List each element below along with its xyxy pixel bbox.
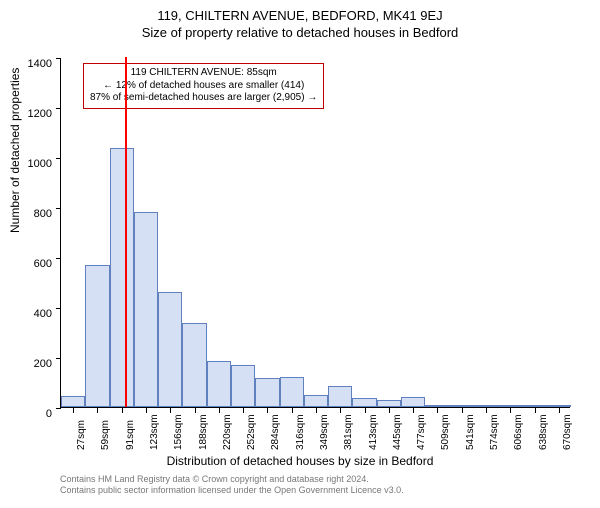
ytick-label: 0 bbox=[16, 408, 52, 420]
ytick-mark bbox=[56, 308, 61, 309]
histogram-bar bbox=[328, 386, 352, 407]
xtick-mark bbox=[389, 408, 390, 413]
histogram-bar bbox=[110, 148, 134, 407]
histogram-bar bbox=[377, 400, 401, 408]
xtick-mark bbox=[437, 408, 438, 413]
histogram-bar bbox=[522, 405, 546, 407]
chart-subtitle: Size of property relative to detached ho… bbox=[0, 25, 600, 40]
footer-attribution: Contains HM Land Registry data © Crown c… bbox=[60, 474, 404, 496]
ytick-label: 1000 bbox=[16, 158, 52, 170]
page-title: 119, CHILTERN AVENUE, BEDFORD, MK41 9EJ bbox=[0, 8, 600, 23]
ytick-label: 600 bbox=[16, 258, 52, 270]
reference-infobox: 119 CHILTERN AVENUE: 85sqm ← 12% of deta… bbox=[83, 63, 324, 109]
xtick-mark bbox=[316, 408, 317, 413]
histogram-bar bbox=[231, 365, 255, 408]
xtick-mark bbox=[462, 408, 463, 413]
ytick-mark bbox=[56, 258, 61, 259]
xtick-mark bbox=[73, 408, 74, 413]
xtick-mark bbox=[146, 408, 147, 413]
histogram-bar bbox=[85, 265, 109, 408]
ytick-label: 800 bbox=[16, 208, 52, 220]
ytick-mark bbox=[56, 58, 61, 59]
histogram-bar bbox=[474, 405, 498, 407]
histogram-bar bbox=[255, 378, 279, 407]
histogram-bar bbox=[182, 323, 206, 407]
histogram-bar bbox=[401, 397, 425, 407]
xtick-mark bbox=[510, 408, 511, 413]
ytick-mark bbox=[56, 358, 61, 359]
ytick-mark bbox=[56, 208, 61, 209]
xtick-mark bbox=[219, 408, 220, 413]
xtick-mark bbox=[292, 408, 293, 413]
histogram-bar bbox=[304, 395, 328, 408]
xtick-mark bbox=[195, 408, 196, 413]
xtick-mark bbox=[122, 408, 123, 413]
xtick-mark bbox=[413, 408, 414, 413]
ytick-label: 400 bbox=[16, 308, 52, 320]
xtick-mark bbox=[97, 408, 98, 413]
x-axis-label: Distribution of detached houses by size … bbox=[0, 454, 600, 468]
ytick-label: 200 bbox=[16, 358, 52, 370]
footer-line2: Contains public sector information licen… bbox=[60, 485, 404, 496]
reference-line bbox=[125, 57, 127, 407]
footer-line1: Contains HM Land Registry data © Crown c… bbox=[60, 474, 404, 485]
xtick-mark bbox=[535, 408, 536, 413]
histogram-bar bbox=[158, 292, 182, 407]
xtick-mark bbox=[170, 408, 171, 413]
chart-container: 119, CHILTERN AVENUE, BEDFORD, MK41 9EJ … bbox=[0, 8, 600, 508]
plot-area: 119 CHILTERN AVENUE: 85sqm ← 12% of deta… bbox=[60, 58, 570, 408]
histogram-bar bbox=[134, 212, 158, 407]
ytick-label: 1200 bbox=[16, 108, 52, 120]
histogram-bar bbox=[547, 405, 571, 407]
ytick-mark bbox=[56, 108, 61, 109]
histogram-bar bbox=[280, 377, 304, 407]
xtick-mark bbox=[559, 408, 560, 413]
histogram-bar bbox=[352, 398, 376, 407]
histogram-bar bbox=[425, 405, 449, 407]
histogram-bar bbox=[450, 405, 474, 407]
xtick-mark bbox=[486, 408, 487, 413]
xtick-mark bbox=[365, 408, 366, 413]
xtick-mark bbox=[267, 408, 268, 413]
histogram-bar bbox=[207, 361, 231, 407]
histogram-bar bbox=[498, 405, 522, 407]
ytick-mark bbox=[56, 408, 61, 409]
ytick-label: 1400 bbox=[16, 58, 52, 70]
ytick-mark bbox=[56, 158, 61, 159]
xtick-mark bbox=[340, 408, 341, 413]
xtick-mark bbox=[243, 408, 244, 413]
histogram-bar bbox=[61, 396, 85, 407]
